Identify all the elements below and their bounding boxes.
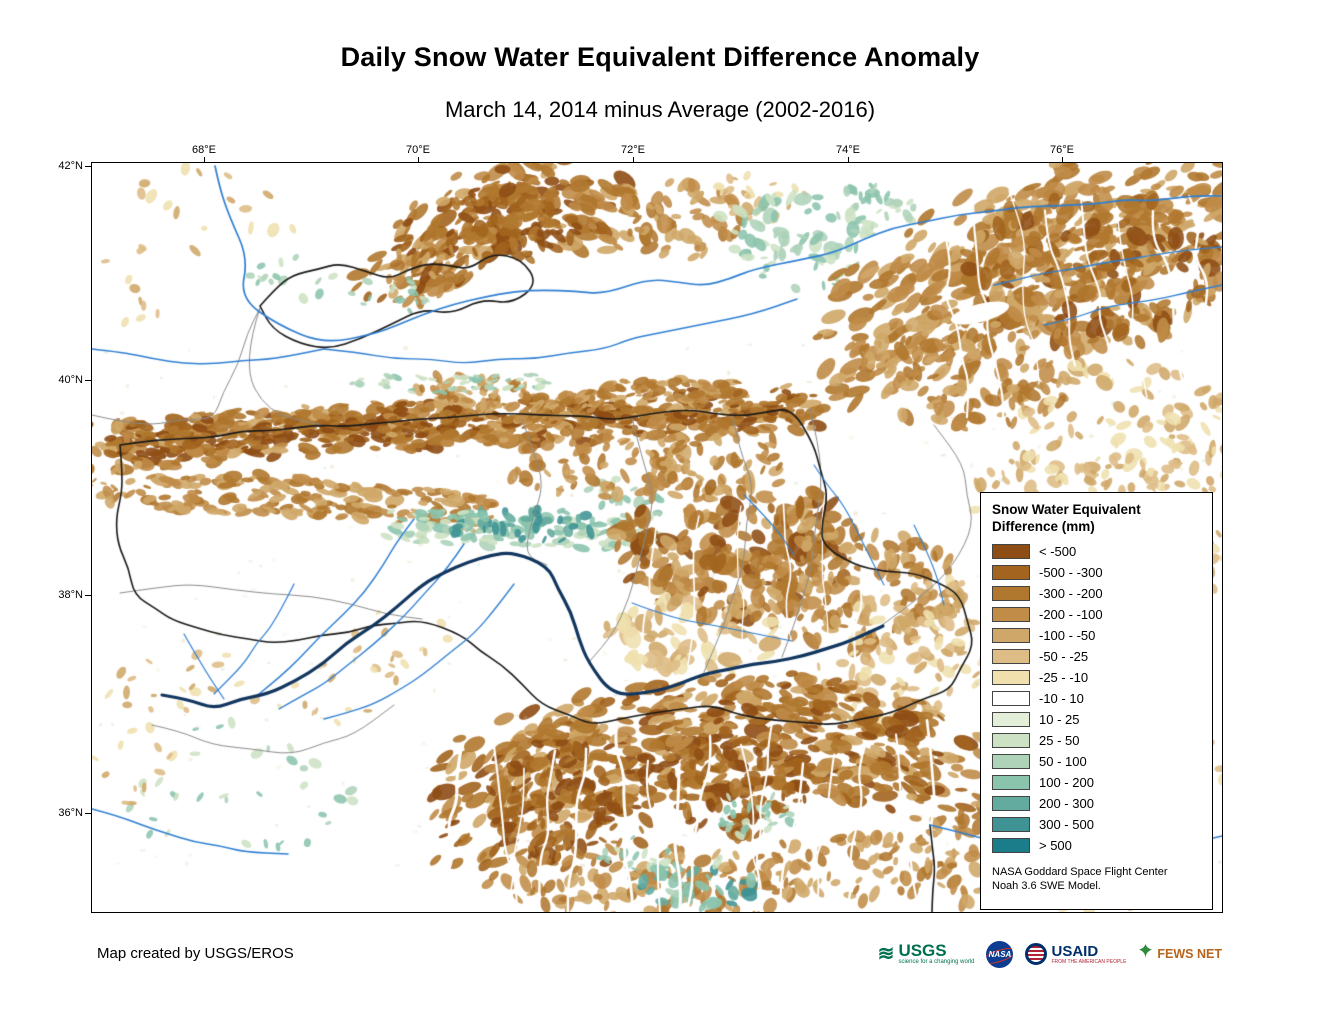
lat-tick-mark [85,166,92,167]
legend-row: -100 - -50 [992,625,1201,646]
legend-row: 200 - 300 [992,793,1201,814]
usaid-logo-text: USAID [1051,942,1099,960]
legend-label: > 500 [1039,837,1072,853]
legend-label: -50 - -25 [1039,648,1089,664]
legend-swatch [992,669,1030,685]
legend-note: NASA Goddard Space Flight Center Noah 3.… [992,865,1201,894]
legend-swatch [992,816,1030,832]
legend-label: -10 - 10 [1039,690,1084,706]
map-frame: Snow Water Equivalent Difference (mm) < … [58,144,1223,913]
legend-row: 300 - 500 [992,814,1201,835]
lat-tick-mark [85,380,92,381]
legend-label: -500 - -300 [1039,564,1103,580]
legend-row: -25 - -10 [992,667,1201,688]
fews-leaf-icon [1138,943,1153,965]
usgs-logo-tagline: science for a changing world [898,959,975,966]
legend-label: -200 - -100 [1039,606,1103,622]
legend-label: 200 - 300 [1039,795,1094,811]
lat-tick-label: 40°N [58,374,83,386]
legend-swatch [992,648,1030,664]
map-credit: Map created by USGS/EROS [97,945,294,962]
usaid-logo: USAID FROM THE AMERICAN PEOPLE [1025,943,1126,965]
lon-tick-label: 70°E [406,144,430,156]
legend-row: -50 - -25 [992,646,1201,667]
legend-swatch [992,837,1030,853]
fews-net-logo-text: FEWS NET [1157,947,1222,961]
legend-note-line2: Noah 3.6 SWE Model. [992,880,1101,893]
lon-tick-mark [633,157,634,163]
legend-swatch [992,711,1030,727]
lon-tick-label: 68°E [192,144,216,156]
legend-swatch [992,585,1030,601]
legend-row: 50 - 100 [992,751,1201,772]
lat-tick-label: 38°N [58,589,83,601]
legend-label: < -500 [1039,543,1077,559]
usgs-logo: ≋ USGS science for a changing world [878,942,975,966]
nasa-meatball-icon: NASA [986,940,1014,968]
legend-label: 25 - 50 [1039,732,1080,748]
legend-swatch [992,543,1030,559]
lon-tick-mark [1062,157,1063,163]
lon-tick-mark [418,157,419,163]
legend-label: -100 - -50 [1039,627,1096,643]
legend-label: -25 - -10 [1039,669,1089,685]
fews-net-logo: FEWS NET [1138,943,1222,965]
legend-swatch [992,774,1030,790]
legend-swatch [992,795,1030,811]
legend-swatch [992,627,1030,643]
legend-swatch [992,753,1030,769]
map-subtitle: March 14, 2014 minus Average (2002-2016) [444,97,876,122]
legend-row: -500 - -300 [992,562,1201,583]
legend-rows: < -500 -500 - -300 -300 - -200 -200 - -100 -… [992,541,1201,856]
lon-tick-mark [848,157,849,163]
legend-row: -200 - -100 [992,604,1201,625]
legend-label: 300 - 500 [1039,816,1094,832]
lon-tick-label: 72°E [621,144,645,156]
lon-tick-label: 76°E [1050,144,1074,156]
usgs-logo-text: USGS [898,941,947,961]
legend-row: -300 - -200 [992,583,1201,604]
lat-tick-mark [85,813,92,814]
map-title: Daily Snow Water Equivalent Difference A… [340,42,980,72]
legend-label: 10 - 25 [1039,711,1080,727]
usgs-wave-icon: ≋ [877,943,895,965]
legend-label: 50 - 100 [1039,753,1087,769]
legend-title: Snow Water Equivalent Difference (mm) [992,502,1201,536]
usaid-seal-icon [1025,943,1048,965]
legend-note-line1: NASA Goddard Space Flight Center [992,865,1168,878]
legend-row: 100 - 200 [992,772,1201,793]
legend-row: 10 - 25 [992,709,1201,730]
lon-tick-mark [204,157,205,163]
legend-row: < -500 [992,541,1201,562]
nasa-logo: NASA [986,940,1014,968]
legend-row: 25 - 50 [992,730,1201,751]
lon-tick-label: 74°E [836,144,860,156]
nasa-logo-text: NASA [988,949,1012,959]
footer-logos: ≋ USGS science for a changing world NASA… [878,938,1222,970]
legend-row: > 500 [992,835,1201,856]
usaid-logo-tagline: FROM THE AMERICAN PEOPLE [1051,958,1127,965]
legend-title-line1: Snow Water Equivalent [992,502,1141,517]
legend-swatch [992,564,1030,580]
legend-swatch [992,606,1030,622]
legend-title-line2: Difference (mm) [992,518,1095,534]
legend: Snow Water Equivalent Difference (mm) < … [980,492,1213,910]
legend-label: 100 - 200 [1039,774,1094,790]
legend-swatch [992,690,1030,706]
legend-row: -10 - 10 [992,688,1201,709]
legend-label: -300 - -200 [1039,585,1103,601]
lat-tick-label: 36°N [58,807,83,819]
lat-tick-label: 42°N [58,160,83,172]
lat-tick-mark [85,595,92,596]
legend-swatch [992,732,1030,748]
